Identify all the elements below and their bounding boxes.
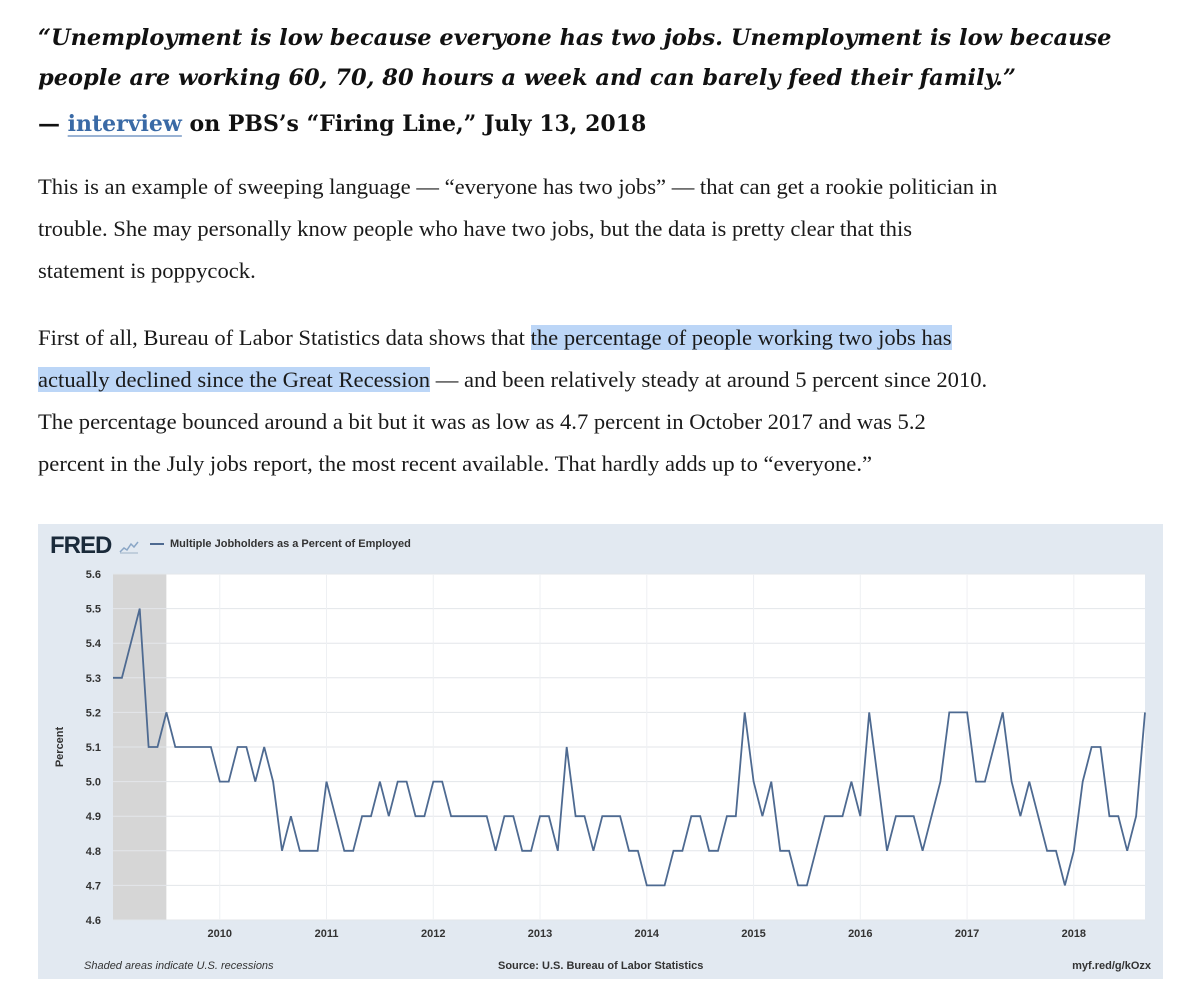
- paragraph-2: First of all, Bureau of Labor Statistics…: [38, 317, 987, 485]
- highlighted-text[interactable]: actually declined since the Great Recess…: [38, 367, 431, 392]
- fred-logo-text: FRED: [50, 532, 112, 559]
- series-line: [113, 608, 1146, 887]
- y-axis-label: Percent: [54, 726, 66, 767]
- short-link[interactable]: myf.red/g/kOzx: [1072, 960, 1151, 972]
- y-tick-label: 4.8: [86, 846, 101, 858]
- quote-line-2: people are working 60, 70, 80 hours a we…: [38, 65, 1016, 91]
- fred-logo: FRED: [50, 532, 139, 560]
- x-tick-label: 2012: [421, 928, 445, 940]
- fred-chart: FRED Multiple Jobholders as a Percent of…: [38, 524, 1163, 979]
- paragraph-1: This is an example of sweeping language …: [38, 166, 997, 292]
- paragraph-1-line-3: statement is poppycock.: [38, 258, 256, 283]
- attribution-prefix: —: [38, 111, 68, 137]
- y-tick-label: 5.6: [86, 569, 101, 581]
- y-tick-label: 5.1: [86, 742, 101, 754]
- y-tick-label: 5.2: [86, 707, 101, 719]
- paragraph-2-line-1: First of all, Bureau of Labor Statistics…: [38, 317, 987, 359]
- x-tick-label: 2010: [208, 928, 232, 940]
- x-tick-label: 2018: [1062, 928, 1086, 940]
- y-tick-label: 4.6: [86, 915, 101, 927]
- paragraph-1-line-1: This is an example of sweeping language …: [38, 174, 998, 199]
- x-tick-label: 2011: [315, 928, 339, 940]
- y-tick-label: 5.4: [86, 638, 102, 650]
- highlighted-text[interactable]: the percentage of people working two job…: [530, 325, 952, 350]
- y-tick-label: 4.9: [86, 811, 101, 823]
- recession-note: Shaded areas indicate U.S. recessions: [84, 960, 274, 972]
- paragraph-2-line-4: percent in the July jobs report, the mos…: [38, 451, 873, 476]
- y-tick-label: 5.3: [86, 673, 101, 685]
- chart-plot: 4.6 4.7 4.8 4.9 5.0 5.1 5.2 5.3 5.4 5.5 5.6 2010 20…: [54, 569, 1146, 940]
- x-tick-label: 2017: [955, 928, 979, 940]
- y-tick-label: 4.7: [86, 880, 101, 892]
- quote-line-1: “Unemployment is low because everyone ha…: [38, 25, 1112, 51]
- source-note: Source: U.S. Bureau of Labor Statistics: [498, 960, 704, 972]
- legend-label: Multiple Jobholders as a Percent of Empl…: [170, 538, 411, 550]
- chart-legend: Multiple Jobholders as a Percent of Empl…: [150, 538, 411, 550]
- legend-swatch: [150, 543, 164, 545]
- x-tick-label: 2016: [848, 928, 872, 940]
- x-tick-label: 2015: [741, 928, 765, 940]
- y-tick-label: 5.0: [86, 777, 101, 789]
- paragraph-1-line-2: trouble. She may personally know people …: [38, 216, 913, 241]
- paragraph-2-text: — and been relatively steady at around 5…: [430, 367, 988, 392]
- sparkline-icon: [119, 541, 139, 554]
- quote-attribution: — interview on PBS’s “Firing Line,” July…: [38, 104, 646, 144]
- attribution-suffix: on PBS’s “Firing Line,” July 13, 2018: [181, 111, 647, 137]
- paragraph-2-line-2: actually declined since the Great Recess…: [38, 359, 987, 401]
- interview-link[interactable]: interview: [67, 111, 182, 137]
- x-tick-label: 2014: [635, 928, 660, 940]
- paragraph-2-text: First of all, Bureau of Labor Statistics…: [38, 325, 531, 350]
- pull-quote: “Unemployment is low because everyone ha…: [38, 18, 1111, 98]
- y-tick-label: 5.5: [86, 604, 101, 616]
- x-tick-label: 2013: [528, 928, 552, 940]
- paragraph-2-line-3: The percentage bounced around a bit but …: [38, 409, 926, 434]
